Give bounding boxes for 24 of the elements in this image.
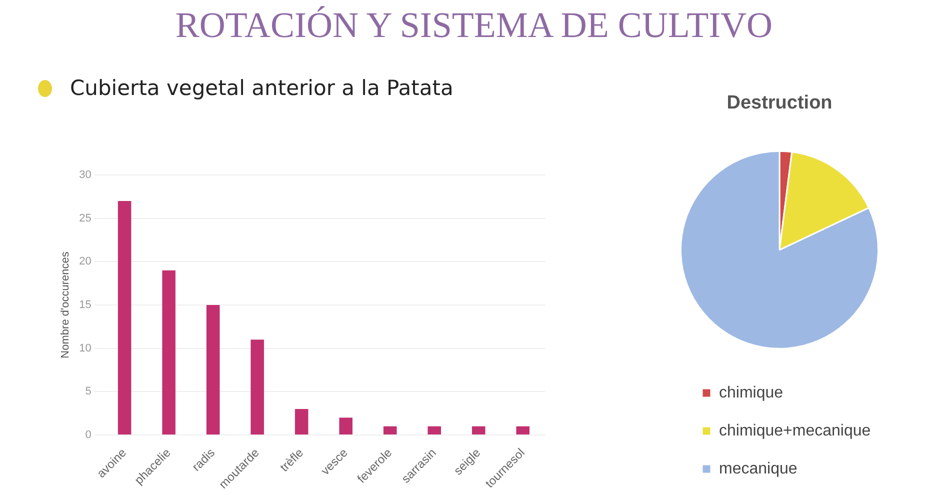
- y-tick-label: 25: [79, 212, 92, 224]
- legend-label: chimique: [719, 384, 784, 402]
- y-tick-label: 5: [85, 386, 92, 398]
- bar: [206, 304, 220, 434]
- bar: [472, 426, 486, 434]
- bar: [162, 270, 176, 434]
- y-tick-label: 20: [79, 256, 92, 268]
- bar: [294, 408, 308, 434]
- legend-label: chimique+mecanique: [719, 422, 871, 440]
- y-tick-label: 15: [79, 299, 92, 312]
- bar: [428, 426, 441, 434]
- chart-subtitle: Cubierta vegetal anterior a la Patata: [70, 76, 454, 100]
- legend-label: mecanique: [719, 460, 798, 478]
- chart-title: Destruction: [726, 92, 832, 114]
- y-tick-label: 30: [79, 169, 92, 182]
- y-tick-label: 10: [79, 342, 92, 354]
- y-tick-label: 0: [85, 429, 92, 441]
- bar: [383, 426, 397, 434]
- bar: [516, 426, 530, 434]
- bar: [339, 418, 352, 434]
- chart-title: ROTACIÓN Y SISTEMA DE CULTIVO: [174, 4, 774, 46]
- y-axis-title: Nombre d'occurences: [60, 251, 72, 358]
- bar: [118, 200, 132, 434]
- bar: [250, 340, 264, 434]
